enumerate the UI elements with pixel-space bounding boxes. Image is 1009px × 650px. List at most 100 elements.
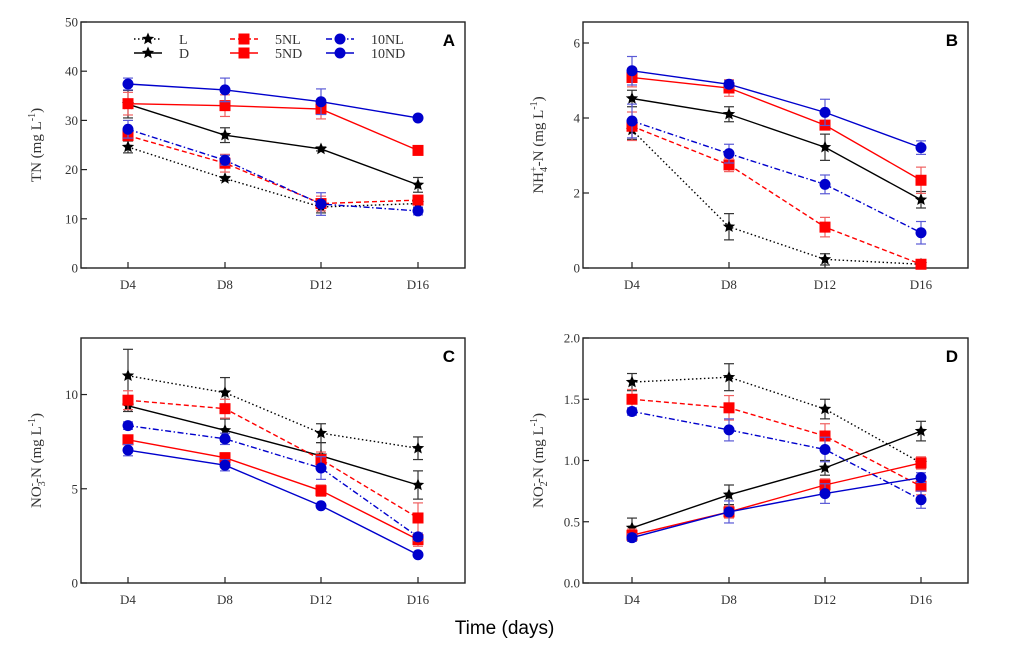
data-point — [626, 532, 638, 544]
x-tick-label: D4 — [624, 592, 640, 607]
series-line — [127, 103, 419, 186]
series-10nl — [626, 103, 927, 245]
data-point — [219, 100, 231, 112]
data-point — [819, 106, 831, 118]
data-point — [915, 174, 927, 186]
data-point — [626, 115, 638, 127]
series-line — [127, 146, 419, 208]
data-point — [122, 123, 134, 135]
data-point — [915, 258, 927, 270]
series-line — [127, 128, 419, 212]
y-tick-label: 50 — [65, 15, 78, 30]
data-point — [722, 370, 736, 383]
data-point — [818, 461, 832, 474]
panel-a: 0 10 20 30 40 50 D4 D8 D12 D16 TN (mg L-1) A LD 5NL5N… — [27, 15, 466, 292]
panel-letter: A — [443, 31, 455, 50]
data-point — [412, 531, 424, 543]
y-tick-label: 30 — [65, 113, 78, 128]
data-point — [722, 220, 736, 233]
legend-item-5nd: 5ND — [230, 47, 302, 62]
series-10nl — [122, 420, 424, 543]
x-tick-label: D12 — [814, 592, 836, 607]
data-point — [218, 171, 232, 184]
data-point — [914, 424, 928, 437]
x-tick-label: D4 — [624, 277, 640, 292]
data-point — [818, 252, 832, 265]
legend-label: 10ND — [371, 47, 405, 62]
x-tick-label: D16 — [910, 277, 933, 292]
x-tick-label: D8 — [217, 277, 233, 292]
legend-label: L — [179, 33, 188, 48]
series-line — [631, 430, 922, 529]
plot-frame — [582, 21, 969, 269]
panel-letter: B — [946, 31, 958, 50]
series-l — [121, 140, 425, 214]
y-axis-label: NO2--N (mg L-1) — [529, 413, 550, 508]
data-point — [914, 193, 928, 206]
series-line — [631, 70, 922, 149]
x-tick-label: D8 — [217, 592, 233, 607]
series-5nl — [122, 390, 424, 534]
series-d — [625, 89, 928, 209]
legend-marker — [141, 32, 155, 45]
data-point — [626, 406, 638, 417]
y-tick-label: 4 — [574, 111, 581, 126]
legend-label: 5ND — [275, 47, 302, 62]
y-tick-label: 20 — [65, 162, 78, 177]
data-point — [412, 205, 424, 217]
data-point — [626, 65, 638, 77]
plot-frame — [80, 21, 466, 269]
series-line — [127, 424, 419, 538]
series-line — [631, 129, 922, 265]
y-tick-label: 10 — [65, 211, 78, 226]
data-point — [412, 112, 424, 124]
series-10nd — [122, 443, 424, 561]
legend-marker — [141, 46, 155, 59]
y-tick-label: 0 — [574, 261, 581, 276]
legend-marker — [238, 47, 250, 59]
data-point — [314, 142, 328, 155]
series-line — [127, 439, 419, 541]
x-tick-label: D16 — [910, 592, 933, 607]
data-point — [818, 140, 832, 153]
legend-label: 5NL — [275, 33, 301, 48]
data-point — [412, 512, 424, 524]
y-tick-label: 40 — [65, 64, 78, 79]
panel-c: 0 5 10 D4 D8 D12 D16 NO3--N (mg L-1) C — [27, 337, 466, 607]
y-tick-label: 0.5 — [564, 514, 580, 529]
panel-b: 0 2 4 6 D4 D8 D12 D16 NH4+-N (mg L-1) B — [529, 21, 969, 292]
series-10nd — [626, 55, 927, 155]
y-tick-label: 5 — [72, 481, 79, 496]
x-tick-label: D12 — [310, 592, 332, 607]
x-tick-label: D16 — [407, 592, 430, 607]
data-point — [314, 426, 328, 439]
data-point — [122, 394, 134, 406]
data-point — [122, 434, 134, 446]
data-point — [122, 444, 134, 456]
series-line — [631, 376, 922, 464]
x-tick-label: D12 — [814, 277, 836, 292]
legend-item-l: L — [134, 32, 188, 48]
data-point — [219, 452, 231, 464]
data-point — [411, 178, 425, 191]
data-point — [315, 462, 327, 474]
series-line — [127, 405, 419, 486]
data-point — [819, 488, 831, 500]
x-tick-label: D16 — [407, 277, 430, 292]
series-5nl — [626, 388, 927, 496]
y-tick-label: 0 — [72, 576, 79, 591]
series-d — [121, 399, 425, 500]
data-point — [625, 375, 639, 388]
series-line — [127, 375, 419, 449]
series-line — [127, 134, 419, 205]
data-point — [722, 107, 736, 120]
series-5nd — [122, 434, 424, 547]
series-line — [127, 449, 419, 556]
x-tick-label: D8 — [721, 277, 737, 292]
data-point — [915, 472, 927, 484]
data-point — [218, 128, 232, 141]
data-point — [723, 148, 735, 160]
y-tick-label: 0 — [72, 261, 79, 276]
y-tick-label: 1.0 — [564, 453, 580, 468]
